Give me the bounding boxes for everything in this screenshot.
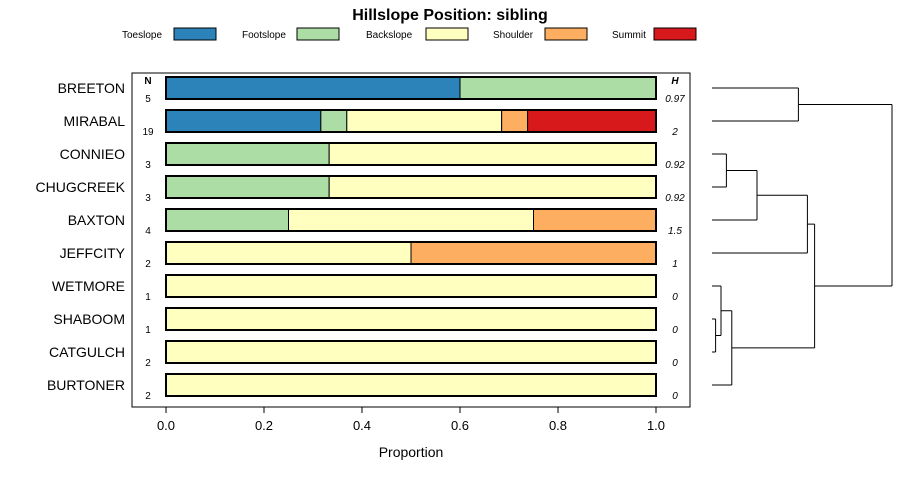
bar-segment-jeffcity-backslope bbox=[165, 241, 412, 265]
row-h-baxton: 1.5 bbox=[668, 226, 682, 237]
bar-outline-connieo bbox=[165, 142, 657, 166]
row-label-catgulch: CATGULCH bbox=[49, 344, 125, 360]
row-h-jeffcity: 1 bbox=[672, 259, 678, 270]
chart-title: Hillslope Position: sibling bbox=[352, 7, 548, 24]
bar-segment-baxton-backslope bbox=[288, 208, 534, 232]
bar-outline-baxton bbox=[165, 208, 657, 232]
x-tick-label-3: 0.6 bbox=[451, 418, 469, 433]
row-count-catgulch: 2 bbox=[145, 358, 151, 369]
bar-segment-jeffcity-shoulder bbox=[410, 241, 657, 265]
row-count-burtoner: 2 bbox=[145, 391, 151, 402]
legend-swatch-backslope bbox=[425, 27, 469, 41]
row-h-burtoner: 0 bbox=[672, 391, 678, 402]
row-count-shaboom: 1 bbox=[145, 325, 151, 336]
bar-segment-chugcreek-footslope bbox=[165, 175, 330, 199]
row-count-wetmore: 1 bbox=[145, 292, 151, 303]
legend-swatch-toeslope bbox=[173, 27, 217, 41]
x-axis: 0.0 0.2 0.4 0.6 0.8 1.0 bbox=[157, 407, 665, 433]
bar-outline-burtoner bbox=[165, 373, 657, 397]
row-label-burtoner: BURTONER bbox=[47, 377, 125, 393]
row-label-wetmore: WETMORE bbox=[52, 278, 125, 294]
bar-outline-mirabal bbox=[165, 109, 657, 133]
bar-segment-baxton-footslope bbox=[165, 208, 289, 232]
bar-segment-mirabal-backslope bbox=[346, 109, 503, 133]
bar-segment-burtoner-backslope bbox=[165, 373, 657, 397]
rows: BREETON 5 0.97 MIRABAL 19 2 CONNIEO 3 0.92 CHUGCR… bbox=[36, 76, 685, 402]
bar-segment-shaboom-backslope bbox=[165, 307, 657, 331]
row-h-catgulch: 0 bbox=[672, 358, 678, 369]
bar-segment-mirabal-summit bbox=[527, 109, 657, 133]
bar-outline-jeffcity bbox=[165, 241, 657, 265]
bar-outline-breeton bbox=[165, 76, 657, 100]
bar-segment-mirabal-shoulder bbox=[501, 109, 529, 133]
legend: Toeslope Footslope Backslope Shoulder Summit bbox=[122, 27, 697, 41]
legend-swatch-shoulder bbox=[544, 27, 588, 41]
row-h-shaboom: 0 bbox=[672, 325, 678, 336]
x-tick-label-1: 0.2 bbox=[255, 418, 273, 433]
plot-panel bbox=[131, 72, 691, 408]
row-h-wetmore: 0 bbox=[672, 292, 678, 303]
row-label-shaboom: SHABOOM bbox=[53, 311, 125, 327]
row-label-chugcreek: CHUGCREEK bbox=[36, 179, 126, 195]
row-label-connieo: CONNIEO bbox=[60, 146, 125, 162]
row-label-breeton: BREETON bbox=[58, 80, 125, 96]
legend-label-summit: Summit bbox=[612, 30, 646, 41]
bar-segment-connieo-footslope bbox=[165, 142, 330, 166]
legend-swatch-summit bbox=[653, 27, 697, 41]
legend-label-backslope: Backslope bbox=[366, 30, 413, 41]
x-tick-label-4: 0.8 bbox=[549, 418, 567, 433]
bar-segment-breeton-toeslope bbox=[165, 76, 461, 100]
row-count-jeffcity: 2 bbox=[145, 259, 151, 270]
bar-segment-mirabal-footslope bbox=[320, 109, 348, 133]
bar-outline-chugcreek bbox=[165, 175, 657, 199]
row-h-connieo: 0.92 bbox=[665, 160, 685, 171]
bar-segment-breeton-footslope bbox=[459, 76, 657, 100]
bar-segment-wetmore-backslope bbox=[165, 274, 657, 298]
dendrogram bbox=[712, 87, 893, 386]
legend-label-shoulder: Shoulder bbox=[493, 30, 534, 41]
x-tick-label-0: 0.0 bbox=[157, 418, 175, 433]
bar-outline-catgulch bbox=[165, 340, 657, 364]
row-count-chugcreek: 3 bbox=[145, 193, 151, 204]
n-header: N bbox=[144, 76, 151, 87]
legend-label-footslope: Footslope bbox=[242, 30, 286, 41]
row-h-mirabal: 2 bbox=[671, 127, 678, 138]
row-count-breeton: 5 bbox=[145, 94, 151, 105]
row-h-chugcreek: 0.92 bbox=[665, 193, 685, 204]
h-header: H bbox=[671, 76, 679, 87]
bar-segment-baxton-shoulder bbox=[533, 208, 657, 232]
bar-segment-mirabal-toeslope bbox=[165, 109, 322, 133]
row-count-baxton: 4 bbox=[145, 226, 151, 237]
bar-segment-catgulch-backslope bbox=[165, 340, 657, 364]
row-count-mirabal: 19 bbox=[142, 127, 154, 138]
legend-swatch-footslope bbox=[296, 27, 340, 41]
row-h-breeton: 0.97 bbox=[665, 94, 685, 105]
row-count-connieo: 3 bbox=[145, 160, 151, 171]
x-axis-title: Proportion bbox=[379, 444, 444, 460]
row-label-mirabal: MIRABAL bbox=[64, 113, 126, 129]
legend-label-toeslope: Toeslope bbox=[122, 30, 162, 41]
bar-segment-connieo-backslope bbox=[328, 142, 657, 166]
row-label-jeffcity: JEFFCITY bbox=[60, 245, 126, 261]
bar-outline-shaboom bbox=[165, 307, 657, 331]
bar-segment-chugcreek-backslope bbox=[328, 175, 657, 199]
bar-outline-wetmore bbox=[165, 274, 657, 298]
x-tick-label-2: 0.4 bbox=[353, 418, 371, 433]
x-tick-label-5: 1.0 bbox=[647, 418, 665, 433]
row-label-baxton: BAXTON bbox=[68, 212, 125, 228]
